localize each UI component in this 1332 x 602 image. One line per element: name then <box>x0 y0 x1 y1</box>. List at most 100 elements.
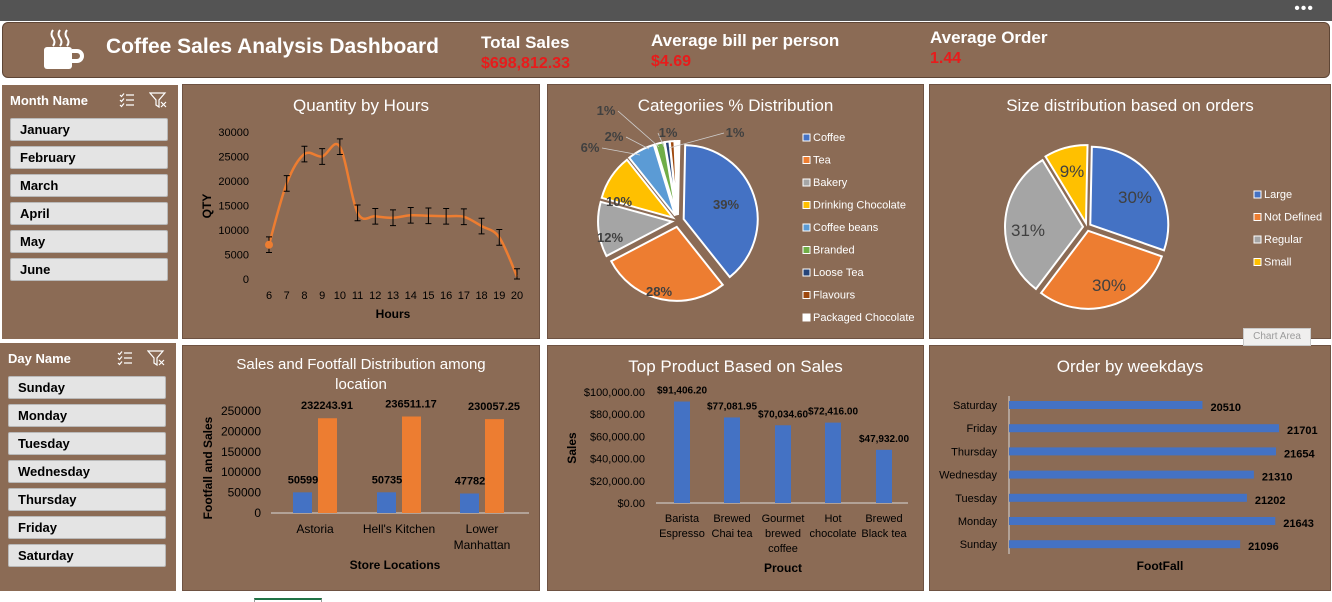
error-bar <box>319 148 326 165</box>
order-by-weekdays-chart[interactable]: Order by weekdays Saturday 20510 Friday 217… <box>929 345 1331 591</box>
footfall-bar <box>460 493 479 513</box>
weekday-bar <box>1009 517 1276 525</box>
pie-slice <box>600 158 676 220</box>
chart-title: Quantity by Hours <box>292 96 430 115</box>
data-label: 232243.91 <box>301 400 353 412</box>
sales-bar <box>825 422 841 503</box>
y-tick-label: 30000 <box>218 127 249 139</box>
x-tick-label: Astoria <box>296 522 334 536</box>
weekday-bar <box>1009 470 1254 479</box>
data-label: 12% <box>597 230 623 245</box>
chart-title: Sales and Footfall Distribution among lo… <box>236 356 486 393</box>
pie-slice <box>1089 145 1170 252</box>
y-axis-label: Sales <box>565 432 579 464</box>
y-tick-label: $100,000.00 <box>584 387 645 399</box>
pie-slice <box>1004 158 1085 291</box>
chart-title: Order by weekdays <box>1056 357 1204 376</box>
x-tick-label-line: Brewed <box>865 513 902 525</box>
slicer-item-february[interactable]: February <box>10 146 168 169</box>
x-tick-label-line: brewed <box>765 528 801 540</box>
slicer-item-may[interactable]: May <box>10 230 168 253</box>
x-tick-label-line: Manhattan <box>454 538 511 552</box>
data-label: 30% <box>1092 276 1126 295</box>
slicer-item-tuesday[interactable]: Tuesday <box>8 432 166 455</box>
top-product-chart[interactable]: Top Product Based on Sales $0.00 $20,000.… <box>547 345 924 591</box>
data-label: 50599 <box>288 474 319 486</box>
kpi-average-order-value: 1.44 <box>930 50 962 67</box>
size-distribution-chart[interactable]: Size distribution based on orders 30% 30%… <box>929 84 1331 339</box>
error-bar <box>514 268 520 280</box>
quantity-by-hours-chart[interactable]: Quantity by Hours 0 5000 10000 15000 20000 25… <box>182 84 540 339</box>
error-bar <box>301 145 308 163</box>
slicer-item-monday[interactable]: Monday <box>8 404 166 427</box>
data-label: $47,932.00 <box>859 434 909 445</box>
legend-swatch <box>1253 235 1262 244</box>
slicer-item-saturday[interactable]: Saturday <box>8 544 166 567</box>
data-label: $91,406.20 <box>657 386 707 397</box>
weekday-bar <box>1009 401 1203 409</box>
x-tick-label: 11 <box>352 290 363 302</box>
clear-filter-icon[interactable] <box>149 91 167 109</box>
sales-footfall-chart[interactable]: Sales and Footfall Distribution among lo… <box>182 345 540 591</box>
x-tick-label: Hell's Kitchen <box>363 522 435 536</box>
data-label: 30% <box>1118 188 1152 207</box>
error-bar <box>425 207 432 225</box>
data-label: 1% <box>597 103 616 118</box>
slicer-item-january[interactable]: January <box>10 118 168 141</box>
slicer-item-sunday[interactable]: Sunday <box>8 376 166 399</box>
x-tick-label: 15 <box>422 290 434 302</box>
error-bar <box>460 208 467 226</box>
x-tick-label: Hot chocolate <box>809 513 856 540</box>
y-tick-label: 10000 <box>218 225 249 237</box>
data-label: $70,034.60 <box>758 409 808 420</box>
kpi-average-order-label: Average Order <box>930 28 1048 47</box>
data-label: 21310 <box>1262 472 1293 484</box>
slicer-item-april[interactable]: April <box>10 202 168 225</box>
data-label: 230057.25 <box>468 401 520 413</box>
legend-swatch <box>1253 258 1262 266</box>
data-label: 2% <box>605 129 624 144</box>
x-tick-label: 13 <box>387 290 399 302</box>
data-label: 39% <box>713 197 739 212</box>
data-label: 28% <box>646 284 672 299</box>
x-tick-label-line: Hot <box>824 513 841 525</box>
y-tick-label: 100000 <box>221 465 261 479</box>
x-axis-label: Hours <box>376 307 411 321</box>
leader-line <box>668 132 725 149</box>
y-tick-label: 250000 <box>221 404 261 418</box>
categories-distribution-chart[interactable]: Categoriies % Distribution 39% 28% 12% 10% 6… <box>547 84 924 339</box>
leader-line <box>601 147 641 156</box>
y-tick-label: 0 <box>254 506 261 520</box>
slicer-item-june[interactable]: June <box>10 258 168 281</box>
x-tick-label: 12 <box>369 290 381 302</box>
y-tick-label: Friday <box>966 423 997 435</box>
pie-slice <box>597 200 675 258</box>
x-tick-label: 17 <box>458 290 470 302</box>
y-tick-label: 15000 <box>218 201 249 213</box>
data-label: 50735 <box>372 474 403 486</box>
y-tick-label: 200000 <box>221 424 261 438</box>
y-tick-label: $20,000.00 <box>590 476 645 488</box>
multi-select-icon[interactable] <box>116 349 134 367</box>
sheet-tab[interactable] <box>254 598 322 602</box>
slicer-item-march[interactable]: March <box>10 174 168 197</box>
y-tick-label: $60,000.00 <box>590 431 645 443</box>
legend-swatch <box>802 133 811 142</box>
y-tick-label: $40,000.00 <box>590 454 645 466</box>
kpi-average-order: Average Order 1.44 <box>930 28 1047 68</box>
legend-entry: Loose Tea <box>813 267 864 279</box>
y-tick-label: $0.00 <box>617 498 645 510</box>
more-options-icon[interactable]: ••• <box>1294 0 1314 17</box>
x-tick-label: Brewed Black tea <box>861 513 907 540</box>
slicer-item-friday[interactable]: Friday <box>8 516 166 539</box>
multi-select-icon[interactable] <box>118 91 136 109</box>
kpi-average-bill-label: Average bill per person <box>651 31 840 50</box>
slicer-item-wednesday[interactable]: Wednesday <box>8 460 166 483</box>
legend-swatch <box>802 223 811 232</box>
dashboard-title: Coffee Sales Analysis Dashboard <box>106 35 440 58</box>
clear-filter-icon[interactable] <box>147 349 165 367</box>
x-tick-label: 19 <box>493 290 505 302</box>
pie-chart-svg: 30% 30% 31% 9% Large Not Defined Regular Small <box>1004 144 1322 310</box>
slicer-item-thursday[interactable]: Thursday <box>8 488 166 511</box>
sales-bar <box>775 425 791 503</box>
